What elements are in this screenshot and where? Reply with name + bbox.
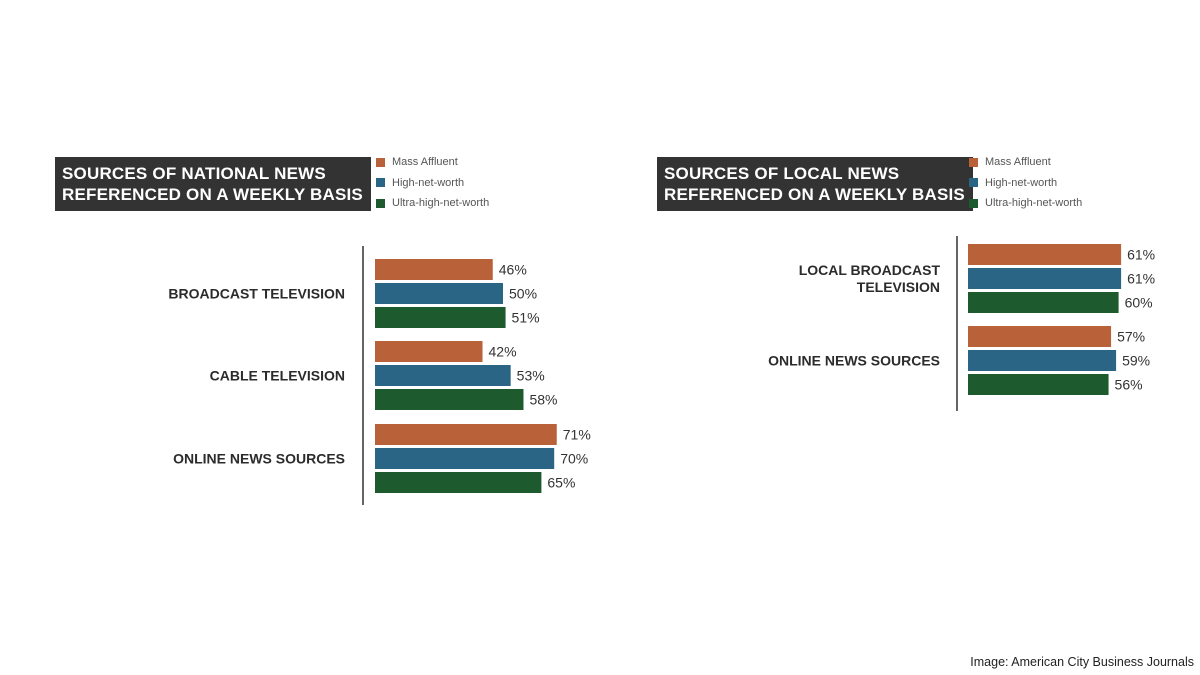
bar	[375, 307, 506, 328]
image-credit: Image: American City Business Journals	[970, 655, 1194, 669]
chart-title: SOURCES OF NATIONAL NEWS REFERENCED ON A…	[55, 157, 371, 211]
legend-item-mass-affluent: Mass Affluent	[969, 152, 1082, 173]
data-label: 50%	[509, 286, 537, 302]
data-label: 65%	[547, 475, 575, 491]
legend-swatch	[376, 198, 385, 208]
category-label: ONLINE NEWS SOURCES	[173, 451, 345, 467]
legend: Mass Affluent High-net-worth Ultra-high-…	[969, 152, 1082, 214]
bar	[375, 283, 503, 304]
data-label: 53%	[517, 368, 545, 384]
bar	[968, 374, 1109, 395]
bar	[375, 448, 555, 469]
category-label: ONLINE NEWS SOURCES	[768, 353, 940, 369]
legend-label: High-net-worth	[985, 176, 1058, 189]
legend-swatch	[969, 157, 978, 167]
national-news-plot: BROADCAST TELEVISION 46% 50% 51% CABLE TELEV…	[168, 246, 591, 505]
data-label: 46%	[499, 262, 527, 278]
bar	[968, 268, 1122, 289]
data-label: 70%	[560, 451, 588, 467]
legend-item-ultra-high-net-worth: Ultra-high-net-worth	[969, 193, 1082, 214]
legend-item-high-net-worth: High-net-worth	[376, 173, 489, 194]
legend-label: High-net-worth	[392, 176, 465, 189]
bar	[968, 326, 1112, 347]
legend-swatch	[969, 178, 978, 188]
bar	[968, 292, 1119, 313]
data-label: 71%	[563, 427, 591, 443]
national-news-chart: SOURCES OF NATIONAL NEWS REFERENCED ON A…	[55, 152, 591, 505]
data-label: 60%	[1125, 295, 1153, 311]
data-label: 61%	[1127, 271, 1155, 287]
legend-item-mass-affluent: Mass Affluent	[376, 152, 489, 173]
legend-label: Mass Affluent	[985, 156, 1051, 169]
legend-swatch	[969, 198, 978, 208]
legend-label: Mass Affluent	[392, 156, 458, 169]
legend-label: Ultra-high-net-worth	[985, 197, 1083, 210]
legend-swatch	[376, 178, 385, 188]
local-news-plot: LOCAL BROADCAST TELEVISION 61% 61% 60% ONLINE…	[768, 236, 1155, 411]
local-news-chart: SOURCES OF LOCAL NEWS REFERENCED ON A WE…	[600, 0, 1200, 675]
data-label: 58%	[529, 392, 557, 408]
data-label: 56%	[1115, 377, 1143, 393]
chart-title: SOURCES OF LOCAL NEWS REFERENCED ON A WE…	[657, 157, 973, 211]
legend-item-ultra-high-net-worth: Ultra-high-net-worth	[376, 193, 489, 214]
bar	[375, 365, 511, 386]
bar	[968, 350, 1117, 371]
bar	[375, 341, 483, 362]
data-label: 61%	[1127, 247, 1155, 263]
bar	[375, 424, 557, 445]
legend: Mass Affluent High-net-worth Ultra-high-…	[376, 152, 489, 214]
bar	[375, 259, 493, 280]
data-label: 57%	[1117, 329, 1145, 345]
category-label: CABLE TELEVISION	[210, 368, 345, 384]
legend-item-high-net-worth: High-net-worth	[969, 173, 1082, 194]
bar	[375, 472, 542, 493]
data-label: 51%	[512, 310, 540, 326]
legend-swatch	[376, 157, 385, 167]
data-label: 59%	[1122, 353, 1150, 369]
category-label: LOCAL BROADCAST TELEVISION	[799, 262, 941, 295]
category-label: BROADCAST TELEVISION	[168, 286, 345, 302]
bar	[375, 389, 524, 410]
bar	[968, 244, 1122, 265]
legend-label: Ultra-high-net-worth	[392, 197, 490, 210]
data-label: 42%	[489, 344, 517, 360]
